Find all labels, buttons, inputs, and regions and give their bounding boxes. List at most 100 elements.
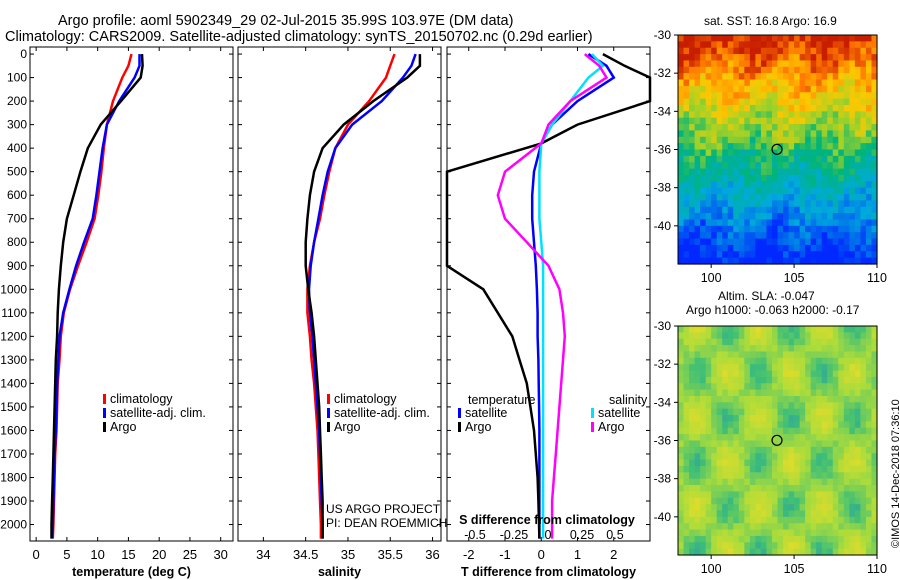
sla-map-cell — [727, 383, 734, 391]
sst-map-cell — [749, 47, 756, 55]
sst-map-cell — [722, 73, 729, 81]
sst-map-cell — [777, 251, 784, 259]
sst-map-cell — [755, 98, 762, 106]
sla-map-cell — [827, 548, 834, 556]
sst-map-cell — [766, 73, 773, 81]
difference-legend-title-temperature: temperature — [468, 393, 535, 407]
sst-map-cell — [816, 92, 823, 100]
sst-map-cell — [683, 85, 690, 93]
sst-map-cell — [871, 130, 878, 138]
sst-map-cell — [722, 136, 729, 144]
sla-map-cell — [849, 427, 856, 435]
sst-map-cell — [700, 66, 707, 74]
sla-map-cell — [760, 395, 768, 403]
sla-map-cell — [799, 491, 806, 499]
sla-map-cell — [865, 529, 873, 537]
sla-map-cell — [689, 351, 696, 359]
sla-map-cell — [838, 415, 845, 423]
temperature-panel-legend-label: Argo — [110, 420, 136, 434]
sla-map-cell — [871, 389, 878, 397]
sla-map-cell — [678, 542, 685, 550]
sst-map-cell — [838, 206, 845, 214]
sla-map-cell — [722, 446, 729, 454]
sla-map-cell — [766, 516, 773, 524]
sla-map-cell — [849, 472, 856, 480]
sst-map-cell — [694, 117, 701, 125]
sst-map-argo-marker — [771, 143, 783, 155]
sst-map-cell — [821, 117, 828, 125]
sst-map-cell — [777, 111, 784, 119]
sla-map-cell — [760, 523, 768, 531]
sla-map-cell — [871, 523, 878, 531]
sla-map-cell — [727, 472, 734, 480]
sst-map-cell — [810, 232, 817, 240]
sst-map-cell — [777, 200, 784, 208]
sst-map-cell — [783, 251, 790, 259]
sla-map-cell — [827, 370, 834, 378]
sst-map-cell — [838, 238, 845, 246]
sla-map-cell — [711, 472, 718, 480]
sla-map-cell — [816, 459, 823, 467]
sla-map-cell — [700, 478, 707, 486]
sst-map-cell — [810, 200, 817, 208]
sla-map-cell — [832, 370, 839, 378]
sst-map-cell — [689, 200, 696, 208]
sla-map-cell — [744, 491, 751, 499]
sst-map-cell — [744, 257, 751, 265]
sst-map-cell — [716, 225, 723, 233]
sst-map-cell — [744, 117, 751, 125]
sla-map-cell — [854, 453, 862, 461]
sst-map-cell — [705, 213, 712, 221]
sla-map-cell — [799, 478, 806, 486]
sst-map-cell — [711, 219, 718, 227]
sst-map-cell — [689, 225, 696, 233]
sla-map-cell — [771, 351, 779, 359]
sla-map-cell — [700, 485, 707, 492]
sst-map-cell — [832, 35, 839, 42]
sla-map-cell — [744, 434, 751, 442]
sst-map-cell — [705, 225, 712, 233]
sla-map-cell — [805, 497, 812, 505]
sla-map-cell — [860, 453, 867, 461]
sla-map-cell — [799, 529, 806, 537]
sla-map-cell — [683, 440, 690, 448]
sla-map-cell — [849, 402, 856, 410]
sla-map-cell — [760, 376, 768, 384]
sst-map-cell — [771, 117, 779, 125]
sla-map-cell — [694, 434, 701, 442]
sla-map-cell — [749, 465, 756, 473]
difference-panel-xtick-label: -2 — [463, 547, 475, 562]
sst-map-cell — [694, 104, 701, 112]
sst-map-cell — [760, 104, 768, 112]
sla-map-cell — [689, 529, 696, 537]
sla-map-cell — [854, 364, 862, 372]
sla-map-cell — [799, 453, 806, 461]
sst-map-cell — [683, 257, 690, 265]
sla-map-cell — [727, 529, 734, 537]
sla-map-cell — [843, 421, 850, 429]
sst-map-cell — [854, 194, 862, 201]
sst-map-cell — [744, 98, 751, 106]
sla-map-cell — [755, 351, 762, 359]
sla-map-cell — [694, 465, 701, 473]
difference-panel-xlabel: T difference from climatology — [461, 565, 636, 579]
sst-map-cell — [865, 257, 873, 265]
sla-map-cell — [689, 376, 696, 384]
sst-map-cell — [738, 143, 745, 151]
sst-map-cell — [722, 162, 729, 170]
sst-map-cell — [678, 244, 685, 252]
sst-map-cell — [744, 187, 751, 195]
sst-map-cell — [705, 162, 712, 170]
sst-map-cell — [871, 104, 878, 112]
sst-map-cell — [755, 162, 762, 170]
sla-map-cell — [727, 434, 734, 442]
sst-map-cell — [865, 162, 873, 170]
sst-map-cell — [755, 251, 762, 259]
sst-map-cell — [805, 73, 812, 81]
sla-map-cell — [849, 383, 856, 391]
sla-map-cell — [821, 357, 828, 365]
sla-map-cell — [816, 465, 823, 473]
sla-map-cell — [766, 529, 773, 537]
sla-map-cell — [854, 465, 862, 473]
sst-map-cell — [810, 136, 817, 144]
